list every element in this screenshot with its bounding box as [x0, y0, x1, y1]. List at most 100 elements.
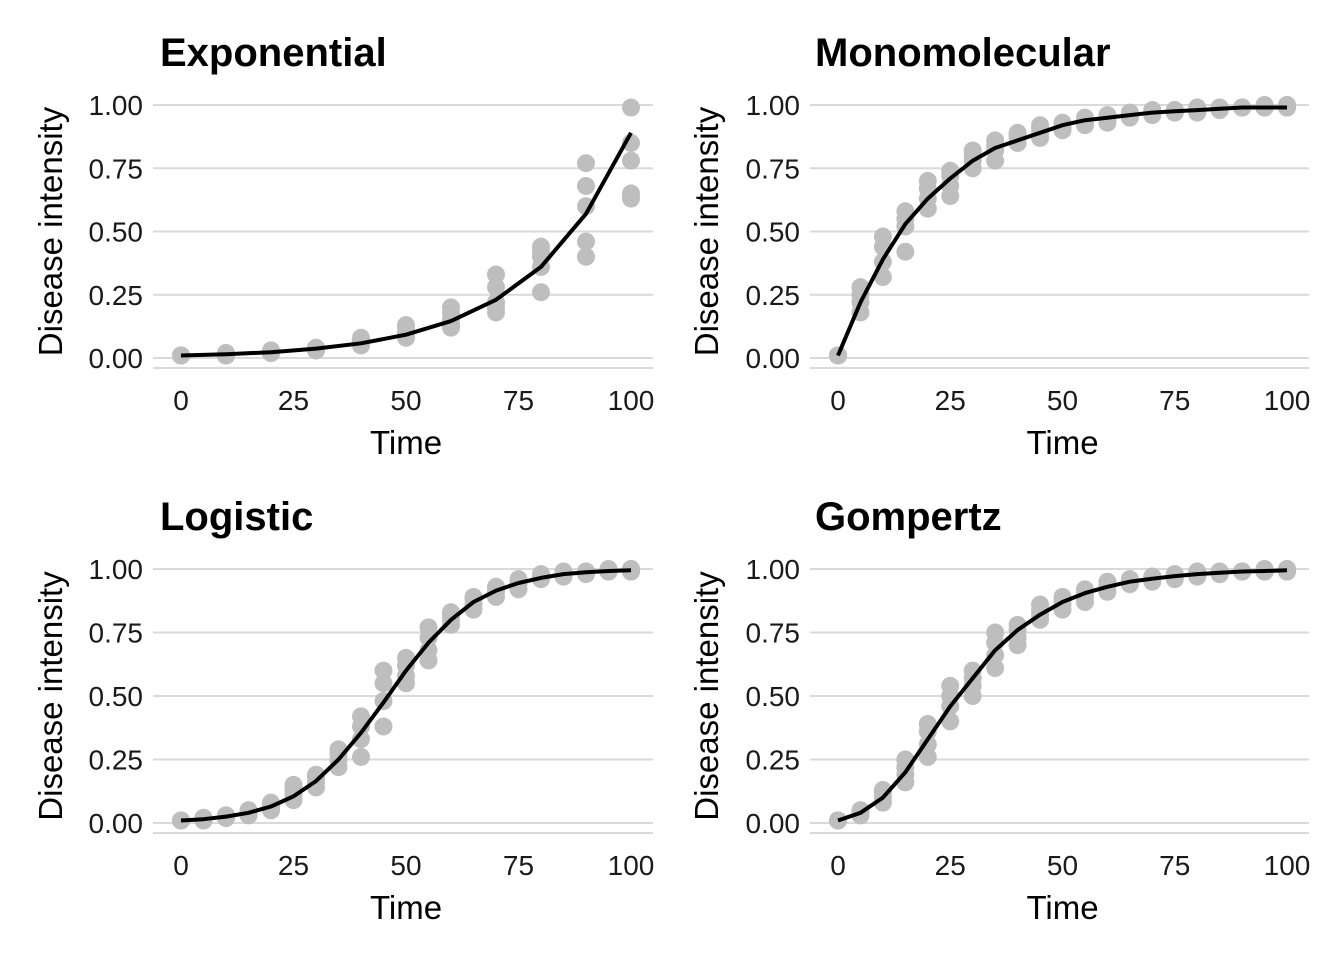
data-point: [918, 714, 937, 733]
x-tick-label: 75: [503, 850, 534, 881]
data-point: [554, 562, 573, 581]
x-tick-label: 50: [1047, 850, 1078, 881]
x-tick-label: 75: [1159, 385, 1190, 416]
data-point: [941, 676, 960, 695]
panel-title: Monomolecular: [815, 31, 1111, 75]
x-axis-label: Time: [1026, 424, 1098, 461]
data-point: [986, 623, 1005, 642]
x-tick-label: 50: [1047, 385, 1078, 416]
data-point: [374, 674, 393, 693]
data-point: [622, 151, 640, 170]
data-point: [622, 98, 640, 117]
x-tick-label: 100: [1264, 850, 1311, 881]
x-axis-label: Time: [370, 424, 442, 461]
fitted-curve: [837, 568, 1288, 823]
y-tick-label: 0.00: [746, 808, 801, 839]
x-tick-label: 75: [503, 385, 534, 416]
x-tick-label: 100: [1264, 385, 1311, 416]
data-point: [284, 775, 303, 794]
data-point: [1188, 562, 1207, 581]
data-point: [918, 747, 937, 766]
y-tick-label: 0.00: [89, 808, 144, 839]
data-point: [532, 242, 550, 261]
data-point: [941, 712, 960, 731]
x-tick-label: 25: [278, 385, 309, 416]
data-point: [487, 278, 505, 297]
y-axis-label: Disease intensity: [32, 106, 69, 356]
data-point: [1278, 560, 1296, 578]
y-axis-label: Disease intensity: [688, 106, 725, 356]
y-tick-label: 0.25: [89, 745, 144, 776]
x-tick-label: 75: [1159, 850, 1190, 881]
y-tick-label: 0.75: [746, 153, 801, 184]
data-point: [577, 232, 595, 251]
data-point: [352, 707, 370, 726]
data-point: [1031, 595, 1050, 614]
data-point: [419, 618, 438, 637]
x-tick-label: 0: [173, 850, 189, 881]
data-point: [374, 717, 393, 736]
x-tick-label: 0: [830, 850, 846, 881]
panel-title: Gompertz: [815, 495, 1002, 539]
chart-panel-exponential: 0.00 0.25 0.50 0.75 1.00 0 25 50 75 100 Exponentia…: [32, 31, 654, 461]
y-axis-label: Disease intensity: [32, 571, 69, 821]
data-point: [622, 184, 640, 203]
y-tick-label: 0.50: [746, 217, 801, 248]
y-tick-label: 0.25: [746, 280, 801, 311]
data-point: [873, 227, 892, 246]
data-point: [487, 265, 505, 284]
y-tick-label: 1.00: [89, 90, 144, 121]
data-point: [896, 202, 915, 221]
x-tick-label: 100: [608, 385, 655, 416]
chart-panel-monomolecular: 0.00 0.25 0.50 0.75 1.00 0 25 50 75 100 Monomolecu…: [688, 31, 1310, 461]
fitted-curve: [836, 105, 1287, 357]
y-tick-label: 0.25: [746, 745, 801, 776]
data-point: [1188, 98, 1207, 117]
fitted-curve: [180, 568, 632, 823]
y-tick-label: 1.00: [746, 90, 801, 121]
x-axis-label: Time: [1026, 889, 1098, 926]
x-tick-label: 50: [390, 850, 421, 881]
x-tick-label: 25: [935, 850, 966, 881]
data-point: [532, 283, 550, 302]
data-point: [896, 242, 915, 261]
panel-title: Exponential: [160, 31, 387, 75]
data-point: [918, 171, 937, 190]
y-tick-label: 0.25: [89, 280, 144, 311]
y-tick-label: 0.50: [746, 681, 801, 712]
data-point: [963, 141, 982, 160]
x-tick-label: 0: [173, 385, 189, 416]
fitted-curve: [180, 131, 633, 358]
data-point: [577, 247, 595, 266]
data-point: [1255, 96, 1274, 114]
x-tick-label: 25: [278, 850, 309, 881]
y-tick-label: 1.00: [746, 554, 801, 585]
y-tick-label: 0.50: [89, 681, 144, 712]
data-point: [622, 560, 640, 578]
data-point: [352, 730, 370, 749]
chart-panel-logistic: 0.00 0.25 0.50 0.75 1.00 0 25 50 75 100 Logistic Ti…: [32, 495, 654, 926]
x-tick-label: 0: [830, 385, 846, 416]
data-point: [986, 659, 1005, 678]
data-point: [1143, 101, 1162, 120]
y-tick-label: 0.00: [89, 343, 144, 374]
y-tick-label: 0.75: [89, 618, 144, 649]
x-tick-label: 100: [608, 850, 655, 881]
y-axis-label: Disease intensity: [688, 571, 725, 821]
data-point: [873, 268, 892, 287]
y-tick-label: 0.75: [89, 153, 144, 184]
data-point: [577, 154, 595, 173]
data-point: [1008, 615, 1027, 634]
y-tick-label: 0.00: [746, 343, 801, 374]
chart-panel-gompertz: 0.00 0.25 0.50 0.75 1.00 0 25 50 75 100 Gompertz Ti…: [688, 495, 1310, 926]
y-tick-label: 0.50: [89, 217, 144, 248]
x-tick-label: 50: [390, 385, 421, 416]
data-point: [1278, 96, 1296, 114]
data-point: [352, 747, 370, 766]
panel-title: Logistic: [160, 495, 313, 539]
data-point: [374, 661, 393, 680]
y-tick-label: 1.00: [89, 554, 144, 585]
x-axis-label: Time: [370, 889, 442, 926]
x-tick-label: 25: [935, 385, 966, 416]
